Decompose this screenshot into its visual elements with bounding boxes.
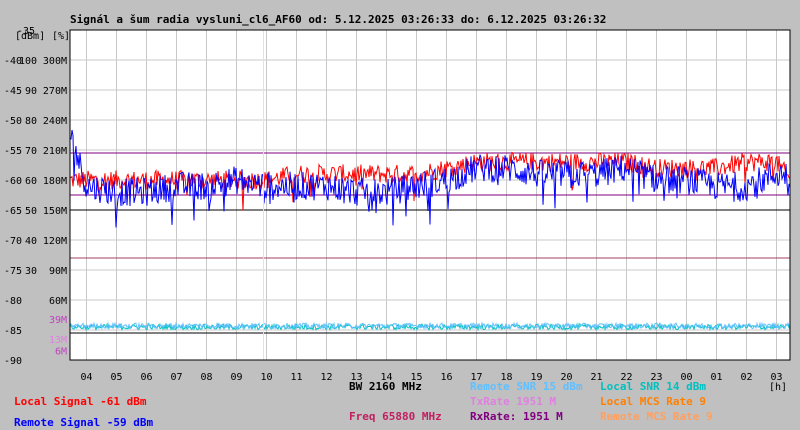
y-tick-label-dbm: -55 xyxy=(4,146,22,157)
x-tick-label: 14 xyxy=(380,372,392,383)
legend-local-mcs: Local MCS Rate 9 xyxy=(600,395,706,408)
y-tick-label-dbm: -90 xyxy=(4,356,22,367)
y-unit-dbm: [dBm] xyxy=(15,31,45,42)
y-tick-label-dbm: -45 xyxy=(4,86,22,97)
rate-mark-label: 6M xyxy=(55,346,67,357)
y-tick-label-pct: 30 xyxy=(25,266,37,277)
x-axis: 04 05 06 07 08 09 10 11 12 13 14 15 16 17 18 19 20 21 22 23… xyxy=(80,372,787,393)
x-unit-label: [h] xyxy=(769,382,787,393)
y-tick-label-rate: 120M xyxy=(43,236,67,247)
x-tick-label: 20 xyxy=(560,372,572,383)
x-tick-label: 07 xyxy=(170,372,182,383)
x-tick-label: 06 xyxy=(140,372,152,383)
y-tick-label-pct: 50 xyxy=(25,206,37,217)
series-group xyxy=(69,129,791,332)
plot-frame xyxy=(69,29,791,361)
x-tick-label: 09 xyxy=(230,372,242,383)
x-tick-label: 17 xyxy=(470,372,482,383)
series-line-remote-snr xyxy=(69,321,791,331)
series-line-remote-signal xyxy=(69,129,791,228)
rate-mark-label: 13M xyxy=(49,335,67,346)
x-tick-label: 01 xyxy=(710,372,722,383)
legend-rxrate: RxRate: 1951 M xyxy=(470,410,563,423)
legend-txrate: TxRate 1951 M xyxy=(470,395,556,408)
legend-remote-snr: Remote SNR 15 dBm xyxy=(470,380,583,393)
y-tick-label-pct: 80 xyxy=(25,116,37,127)
y-tick-label-dbm: -80 xyxy=(4,296,22,307)
y-tick-label-rate: 60M xyxy=(49,296,67,307)
x-tick-label: 18 xyxy=(500,372,512,383)
x-tick-label: 22 xyxy=(620,372,632,383)
x-tick-label: 19 xyxy=(530,372,542,383)
x-tick-label: 03 xyxy=(770,372,782,383)
chart-title: Signál a šum radia vysluni_cl6_AF60 od: … xyxy=(70,13,606,26)
y-tick-label-rate: 210M xyxy=(43,146,67,157)
y-tick-label-dbm: -40 xyxy=(4,56,22,67)
x-tick-label: 08 xyxy=(200,372,212,383)
x-tick-label: 02 xyxy=(740,372,752,383)
legend-remote-signal: Remote Signal -59 dBm xyxy=(14,416,153,429)
y-tick-label-dbm: -65 xyxy=(4,206,22,217)
y-tick-label-pct: 100 xyxy=(19,56,37,67)
legend-bw: BW 2160 MHz xyxy=(349,380,422,393)
y-axis: -35 -40 -45 -50 -55 -60 -65 -70 -75 -80 -85 -90 100 9… xyxy=(4,26,70,367)
y-tick-label-rate: 90M xyxy=(49,266,67,277)
x-tick-label: 16 xyxy=(440,372,452,383)
legend-local-signal: Local Signal -61 dBm xyxy=(14,395,147,408)
y-tick-label-dbm: -70 xyxy=(4,236,22,247)
y-tick-label-dbm: -50 xyxy=(4,116,22,127)
legend-local-snr: Local SNR 14 dBm xyxy=(600,380,706,393)
y-tick-label-rate: 300M xyxy=(43,56,67,67)
y-tick-label-dbm: -75 xyxy=(4,266,22,277)
legend-freq: Freq 65880 MHz xyxy=(349,410,442,423)
x-tick-label: 12 xyxy=(320,372,332,383)
x-tick-label: 21 xyxy=(590,372,602,383)
x-tick-label: 05 xyxy=(110,372,122,383)
x-tick-label: 13 xyxy=(350,372,362,383)
series-line-local-signal xyxy=(69,151,791,211)
x-tick-label: 00 xyxy=(680,372,692,383)
y-tick-label-pct: 70 xyxy=(25,146,37,157)
y-tick-label-pct: 40 xyxy=(25,236,37,247)
x-tick-label: 04 xyxy=(80,372,92,383)
x-tick-label: 23 xyxy=(650,372,662,383)
y-tick-label-rate: 270M xyxy=(43,86,67,97)
rate-mark-label: 39M xyxy=(49,315,67,326)
y-tick-label-rate: 240M xyxy=(43,116,67,127)
series-line-local-snr xyxy=(69,322,791,332)
y-tick-label-dbm: -60 xyxy=(4,176,22,187)
y-unit-pct: [%] xyxy=(52,31,70,42)
y-tick-label-dbm: -35 xyxy=(17,26,35,37)
y-tick-label-pct: 60 xyxy=(25,176,37,187)
y-tick-label-rate: 180M xyxy=(43,176,67,187)
grid xyxy=(70,29,790,361)
legend: BW 2160 MHz Remote SNR 15 dBm Local SNR … xyxy=(14,380,713,429)
y-tick-label-pct: 90 xyxy=(25,86,37,97)
x-tick-label: 11 xyxy=(290,372,302,383)
legend-remote-mcs: Remote MCS Rate 9 xyxy=(600,410,713,423)
x-tick-label: 15 xyxy=(410,372,422,383)
x-tick-label: 10 xyxy=(260,372,272,383)
y-tick-label-rate: 150M xyxy=(43,206,67,217)
y-tick-label-dbm: -85 xyxy=(4,326,22,337)
